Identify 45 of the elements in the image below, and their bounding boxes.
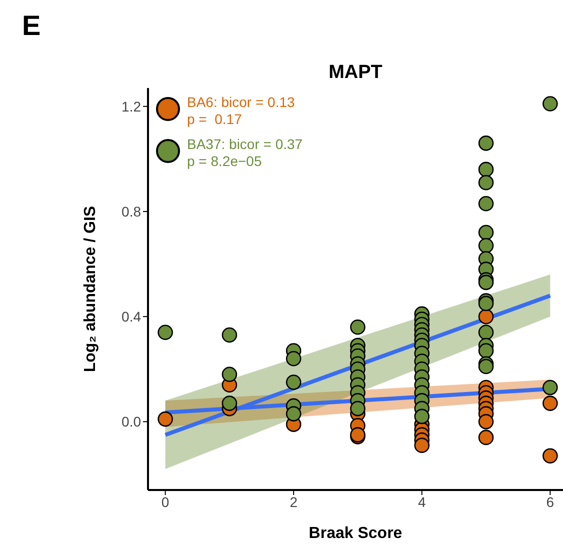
x-tick-label: 0 [161, 494, 170, 510]
point [542, 396, 558, 411]
point [222, 327, 238, 343]
point [158, 324, 173, 340]
legend-label: BA37: bicor = 0.37 [187, 136, 303, 153]
point [478, 162, 494, 178]
point [478, 296, 494, 312]
point [286, 374, 302, 390]
x-tick-label: 2 [290, 494, 298, 510]
x-tick-label: 6 [546, 494, 554, 510]
x-tick-label: 4 [418, 494, 426, 510]
y-tick-label: 0.0 [122, 414, 142, 430]
point [478, 136, 494, 151]
legend-label: BA6: bicor = 0.13 [187, 94, 295, 111]
y-tick-label: 0.4 [122, 308, 142, 325]
point [414, 438, 430, 453]
point [478, 430, 494, 446]
point [478, 308, 494, 324]
point [286, 350, 302, 366]
y-tick-label: 1.2 [122, 98, 142, 114]
point [478, 343, 494, 358]
y-axis-title: Log₂ abundance / GIS [82, 206, 99, 372]
point [478, 174, 494, 190]
point [222, 396, 238, 411]
x-axis-title: Braak Score [308, 525, 402, 542]
point [542, 96, 558, 112]
point [478, 224, 494, 240]
annotation: p = 8.2e−05 [187, 153, 263, 170]
point [542, 380, 558, 396]
chart-title: MAPT [328, 62, 383, 83]
point [542, 448, 558, 464]
point [478, 196, 494, 212]
point [350, 319, 366, 335]
point [478, 414, 494, 430]
point [478, 274, 494, 290]
text: E [22, 10, 41, 41]
point [158, 411, 173, 427]
point [286, 406, 302, 422]
point [350, 400, 366, 416]
point [222, 366, 238, 382]
point [414, 408, 430, 424]
y-tick-label: 0.8 [122, 203, 142, 220]
point [478, 238, 494, 254]
annotation: p = 0.17 [187, 111, 243, 128]
point [478, 324, 494, 340]
